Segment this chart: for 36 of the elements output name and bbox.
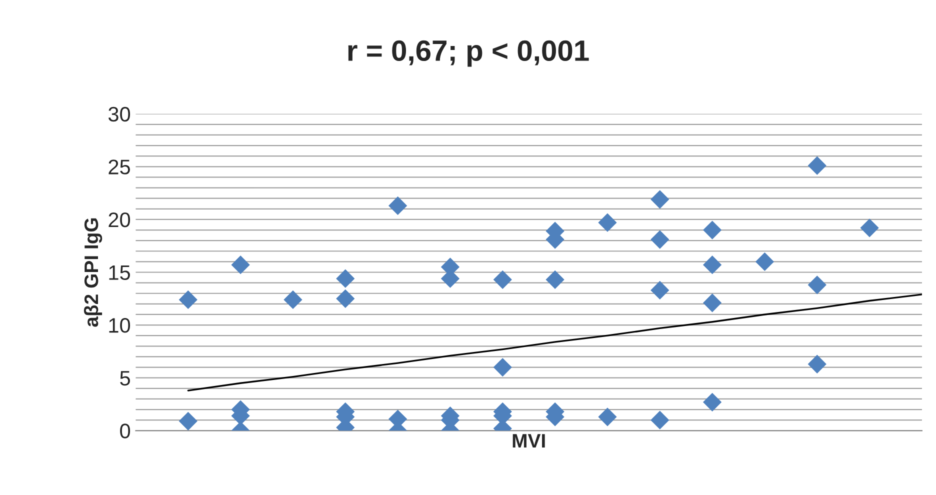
point [860, 218, 879, 238]
point [702, 392, 722, 412]
y-tick-label: 10 [109, 318, 130, 333]
point [808, 276, 826, 294]
point [493, 358, 512, 377]
point [388, 196, 408, 216]
point [598, 213, 617, 232]
point [650, 230, 670, 249]
y-tick-label: 30 [108, 106, 130, 122]
point [650, 190, 670, 209]
point [650, 410, 670, 430]
point [546, 270, 564, 289]
chart-title: r = 0,67; p < 0,001 [348, 40, 589, 67]
point [702, 294, 722, 312]
x-axis-title: MVI [512, 434, 545, 448]
y-tick-label: 0 [120, 424, 130, 438]
y-tick-label: 15 [109, 265, 130, 280]
point [808, 156, 826, 175]
point [598, 408, 617, 426]
point [702, 220, 722, 240]
point [231, 256, 250, 274]
point [336, 269, 355, 288]
point [755, 252, 774, 272]
point [336, 289, 355, 308]
line-series [187, 294, 922, 392]
point [650, 280, 670, 300]
point [702, 256, 722, 274]
y-tick-label: 5 [120, 371, 130, 386]
point [493, 270, 512, 289]
y-axis-title: aβ2 GPI IgG [84, 218, 102, 327]
y-tick-label: 25 [108, 160, 130, 174]
point [808, 354, 826, 374]
y-tick-label: 20 [108, 212, 130, 228]
point [178, 290, 198, 310]
point [284, 290, 302, 310]
point [178, 412, 198, 430]
